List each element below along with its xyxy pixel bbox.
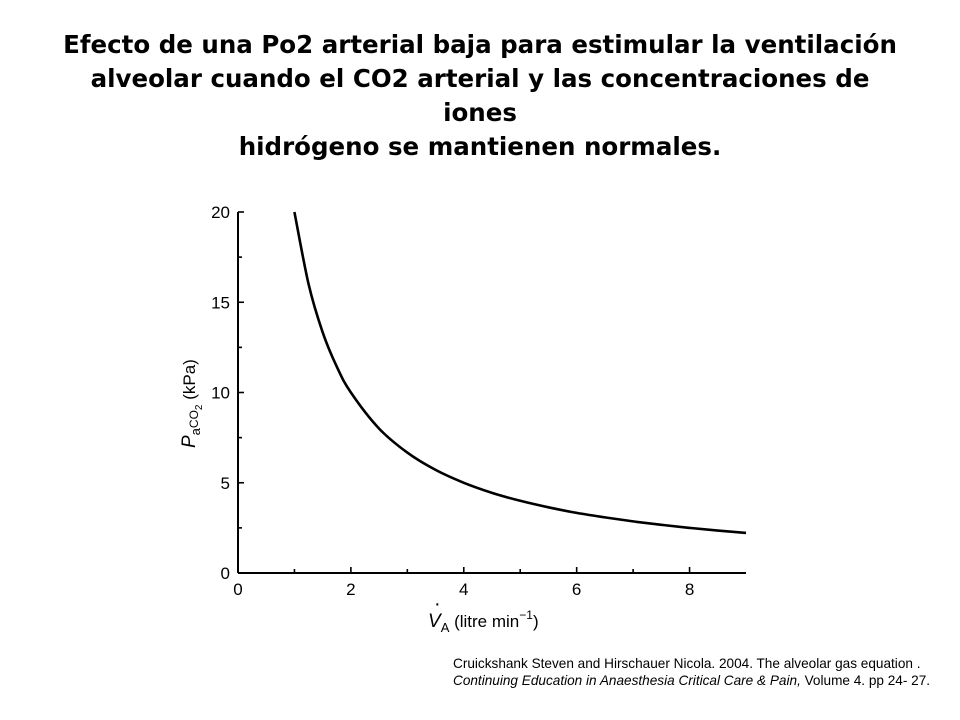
y-axis-subscript-2: 2 bbox=[194, 404, 205, 410]
x-axis-title: VA (litre min−1) bbox=[428, 608, 539, 635]
x-tick-label: 0 bbox=[233, 580, 242, 599]
x-tick-label: 8 bbox=[685, 580, 694, 599]
citation-volume: Volume 4. pp 24- 27. bbox=[800, 673, 931, 688]
x-axis-close: ) bbox=[533, 612, 539, 631]
y-axis-subscript: a bbox=[188, 427, 203, 435]
citation-authors: Cruickshank Steven and Hirschauer Nicola… bbox=[453, 656, 921, 671]
y-axis-title: PaCO2 (kPa) bbox=[179, 359, 205, 448]
y-axis-subscript-co: CO bbox=[187, 410, 201, 428]
title-line: hidrógeno se mantienen normales. bbox=[238, 132, 722, 161]
slide-title: Efecto de una Po2 arterial baja para est… bbox=[40, 28, 920, 164]
title-line: iones bbox=[443, 98, 517, 127]
title-line: alveolar cuando el CO2 arterial y las co… bbox=[90, 64, 870, 93]
x-tick-label: 2 bbox=[346, 580, 355, 599]
citation: Cruickshank Steven and Hirschauer Nicola… bbox=[453, 655, 953, 689]
x-axis-unit-text: (litre min bbox=[449, 612, 519, 631]
y-axis-unit-text: (kPa) bbox=[180, 359, 199, 404]
citation-journal: Continuing Education in Anaesthesia Crit… bbox=[453, 673, 801, 688]
y-tick-label: 0 bbox=[221, 564, 230, 583]
y-tick-label: 5 bbox=[221, 474, 230, 493]
x-axis-superscript: −1 bbox=[519, 608, 533, 622]
x-axis-dot: · bbox=[434, 593, 441, 615]
y-axis-symbol: P bbox=[179, 435, 200, 448]
x-tick-label: 4 bbox=[459, 580, 468, 599]
x-axis-subscript: A bbox=[441, 620, 450, 635]
y-tick-label: 15 bbox=[211, 293, 230, 312]
title-line: Efecto de una Po2 arterial baja para est… bbox=[63, 30, 897, 59]
y-tick-label: 20 bbox=[211, 203, 230, 222]
x-axis-symbol: V bbox=[428, 611, 443, 632]
tick-group: 0 2 4 6 8 0 5 10 15 20 bbox=[211, 203, 694, 599]
x-tick-label: 6 bbox=[572, 580, 581, 599]
series-line bbox=[293, 211, 747, 535]
y-tick-label: 10 bbox=[211, 384, 230, 403]
